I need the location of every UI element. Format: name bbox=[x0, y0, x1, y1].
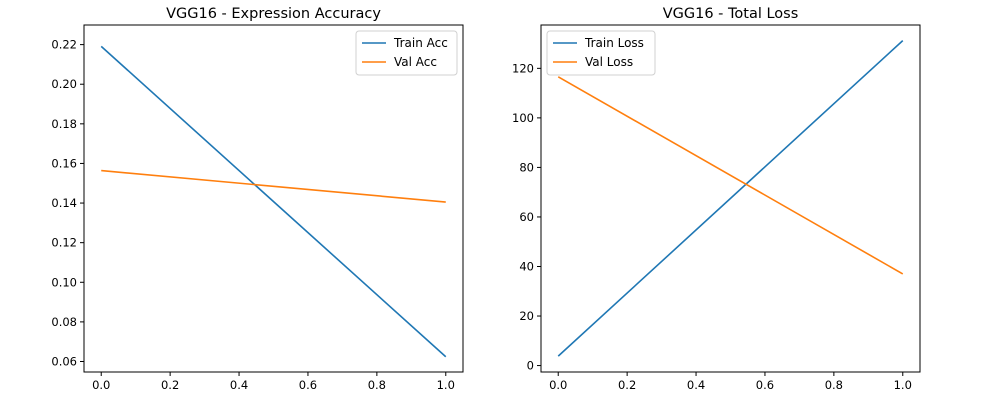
y-tick-label: 60 bbox=[519, 210, 534, 224]
axes-frame bbox=[540, 24, 921, 373]
legend-box bbox=[546, 30, 656, 76]
x-tick-label: 0.6 bbox=[756, 378, 774, 392]
y-tick-label: 0.06 bbox=[51, 355, 77, 369]
legend: Train Acc Val Acc bbox=[355, 30, 458, 76]
chart-title: VGG16 - Total Loss bbox=[663, 6, 799, 22]
y-tick-label: 0.08 bbox=[51, 315, 77, 329]
legend-entry: Val Acc bbox=[394, 55, 437, 69]
y-tick-label: 20 bbox=[519, 309, 534, 323]
x-tick-label: 0.2 bbox=[161, 378, 179, 392]
accuracy-chart: VGG16 - Expression Accuracy 0.0 0.2 0.4 0.6… bbox=[51, 6, 464, 392]
series-line-val-loss bbox=[557, 76, 904, 275]
y-tick-label: 0.14 bbox=[51, 196, 77, 210]
y-tick-label: 0 bbox=[527, 359, 534, 373]
series-line-train-loss bbox=[557, 40, 904, 357]
y-tick-label: 0.18 bbox=[51, 117, 77, 131]
y-tick-label: 0.22 bbox=[51, 38, 77, 52]
series-line-val-acc bbox=[101, 169, 446, 203]
legend-entry: Train Acc bbox=[393, 36, 448, 50]
x-tick-label: 0.0 bbox=[92, 378, 110, 392]
y-tick-label: 0.16 bbox=[51, 156, 77, 170]
y-tick-label: 0.20 bbox=[51, 77, 77, 91]
x-tick-label: 1.0 bbox=[894, 378, 912, 392]
x-tick-label: 0.8 bbox=[368, 378, 386, 392]
x-tick-label: 0.8 bbox=[825, 378, 843, 392]
x-tick-label: 0.2 bbox=[618, 378, 636, 392]
legend-box bbox=[355, 30, 458, 76]
x-tick-label: 0.4 bbox=[687, 378, 705, 392]
chart-title: VGG16 - Expression Accuracy bbox=[166, 6, 381, 22]
y-tick-label: 40 bbox=[519, 259, 534, 273]
y-tick-label: 80 bbox=[519, 160, 534, 174]
axes-frame bbox=[83, 24, 464, 373]
y-tick-label: 120 bbox=[512, 61, 534, 75]
x-tick-label: 0.0 bbox=[549, 378, 567, 392]
x-tick-label: 1.0 bbox=[437, 378, 455, 392]
legend-entry: Train Loss bbox=[584, 36, 644, 50]
y-tick-label: 0.12 bbox=[51, 236, 77, 250]
y-tick-label: 100 bbox=[512, 111, 534, 125]
x-tick-label: 0.4 bbox=[230, 378, 248, 392]
series-line-train-acc bbox=[100, 45, 447, 358]
x-tick-label: 0.6 bbox=[299, 378, 317, 392]
legend-entry: Val Loss bbox=[585, 55, 633, 69]
loss-chart: VGG16 - Total Loss 0.0 0.2 0.4 0.6 0.8 1.0 0 20… bbox=[512, 6, 921, 392]
y-tick-label: 0.10 bbox=[51, 275, 77, 289]
legend: Train Loss Val Loss bbox=[546, 30, 656, 76]
